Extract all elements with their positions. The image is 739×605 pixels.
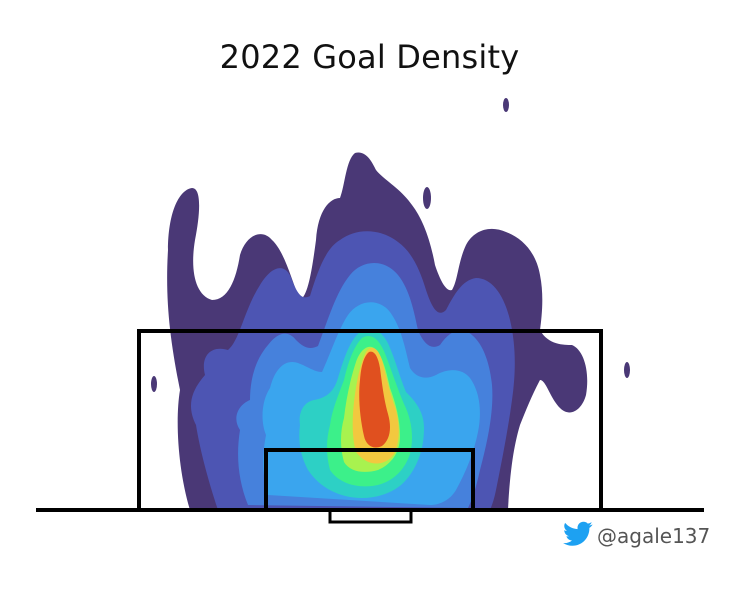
twitter-bird-icon — [563, 521, 593, 552]
chart-title: 2022 Goal Density — [219, 38, 520, 76]
density-blob — [423, 187, 431, 209]
pitch-markings — [36, 329, 704, 524]
density-blob — [151, 376, 157, 392]
credit-handle[interactable]: @agale137 — [597, 524, 711, 548]
goal-area — [264, 448, 475, 512]
density-level-9 — [359, 351, 390, 448]
density-blob — [503, 98, 509, 112]
credit: @agale137 — [563, 520, 710, 552]
goal-mouth — [328, 510, 413, 524]
density-blob — [624, 362, 630, 378]
